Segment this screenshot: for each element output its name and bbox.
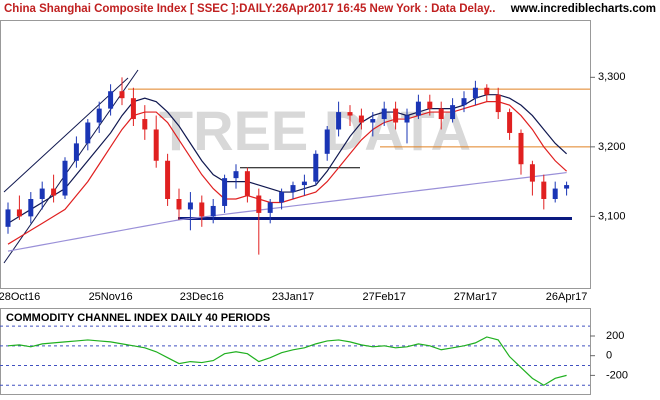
candle-body bbox=[256, 195, 262, 213]
candle-body bbox=[85, 122, 91, 144]
candle-body bbox=[393, 108, 399, 123]
candle-body bbox=[28, 199, 34, 217]
y-tick-label: 200 bbox=[606, 330, 624, 342]
candle-body bbox=[16, 209, 22, 217]
candle-body bbox=[427, 101, 433, 109]
candle-body bbox=[176, 199, 182, 210]
candle-body bbox=[267, 202, 273, 213]
x-tick-label: 23Jan17 bbox=[272, 291, 314, 303]
candle-body bbox=[279, 192, 285, 203]
y-tick-label: 3,200 bbox=[598, 141, 626, 153]
candle-body bbox=[484, 87, 490, 95]
candle-body bbox=[130, 98, 136, 120]
channel-line bbox=[3, 69, 139, 264]
moving-average bbox=[7, 171, 567, 252]
candle-body bbox=[552, 188, 558, 199]
x-tick-label: 26Apr17 bbox=[546, 291, 588, 303]
candle-body bbox=[495, 94, 501, 113]
candle-body bbox=[336, 112, 342, 130]
candle-body bbox=[62, 160, 68, 196]
y-tick-label: -200 bbox=[606, 369, 628, 381]
cci-frame bbox=[0, 308, 591, 395]
candle-body bbox=[358, 115, 364, 123]
candle-body bbox=[404, 115, 410, 123]
candle-body bbox=[415, 101, 421, 116]
candle-body bbox=[518, 132, 524, 165]
candle-body bbox=[507, 112, 513, 133]
price-frame bbox=[0, 20, 591, 289]
candle-body bbox=[450, 105, 456, 120]
candle-body bbox=[165, 160, 171, 199]
candle-body bbox=[96, 108, 102, 123]
candle-body bbox=[39, 188, 45, 199]
chart-title: China Shanghai Composite Index [ SSEC ]:… bbox=[4, 3, 495, 15]
candle-body bbox=[370, 119, 376, 123]
candle-body bbox=[5, 209, 11, 227]
moving-average bbox=[7, 101, 568, 245]
candle-body bbox=[142, 119, 148, 130]
candle-body bbox=[313, 153, 319, 182]
candle-body bbox=[108, 91, 114, 109]
cci-line bbox=[7, 336, 567, 386]
x-tick-label: 28Oct16 bbox=[0, 291, 40, 303]
candle-body bbox=[233, 171, 239, 179]
moving-average bbox=[7, 94, 568, 224]
candle-body bbox=[472, 87, 478, 99]
candle-body bbox=[119, 91, 125, 99]
channel-line bbox=[3, 77, 129, 193]
candle-body bbox=[381, 108, 387, 120]
candle-body bbox=[51, 188, 57, 196]
site: www.incrediblecharts.com bbox=[510, 3, 656, 15]
x-tick-label: 27Feb17 bbox=[362, 291, 405, 303]
candle-body bbox=[301, 181, 307, 186]
candle-body bbox=[290, 185, 296, 193]
candle-body bbox=[324, 129, 330, 154]
y-tick-label: 3,100 bbox=[598, 210, 626, 222]
candle-body bbox=[564, 185, 570, 189]
candle-body bbox=[244, 171, 250, 196]
cci-title: COMMODITY CHANNEL INDEX DAILY 40 PERIODS bbox=[6, 312, 270, 324]
candle-body bbox=[187, 202, 193, 210]
y-tick-label: 3,300 bbox=[598, 71, 626, 83]
x-tick-label: 27Mar17 bbox=[454, 291, 497, 303]
x-tick-label: 25Nov16 bbox=[89, 291, 133, 303]
x-tick-label: 23Dec16 bbox=[180, 291, 224, 303]
candle-body bbox=[199, 202, 205, 217]
candle-body bbox=[461, 98, 467, 106]
candle-body bbox=[153, 129, 159, 161]
candle-body bbox=[73, 143, 79, 161]
candle-body bbox=[210, 205, 216, 217]
candle-body bbox=[529, 164, 535, 182]
watermark: TREE DATA bbox=[159, 99, 471, 162]
candle-body bbox=[541, 181, 547, 199]
candle-body bbox=[347, 112, 353, 116]
candle-body bbox=[222, 178, 228, 206]
candle-body bbox=[438, 108, 444, 120]
y-tick-label: 0 bbox=[606, 350, 612, 362]
